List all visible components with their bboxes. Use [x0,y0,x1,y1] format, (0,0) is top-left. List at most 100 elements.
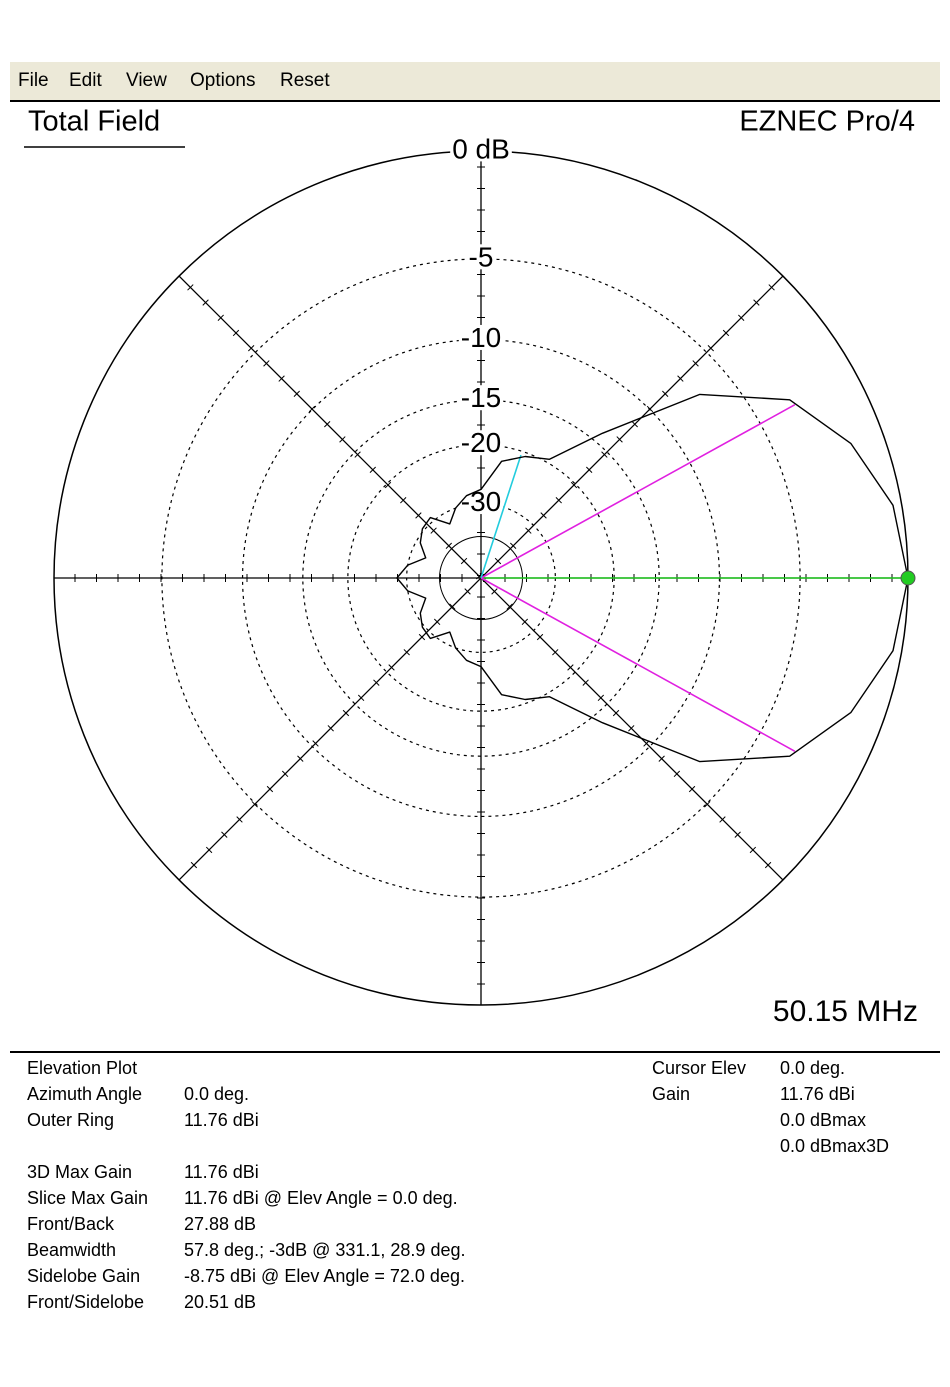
info-value: -8.75 dBi @ Elev Angle = 72.0 deg. [184,1266,465,1286]
spoke-tick [631,421,638,428]
spoke-tick [248,345,255,352]
spoke-tick [616,436,623,443]
spoke-tick [509,542,517,550]
spoke-tick [217,314,224,321]
spoke-tick [722,329,730,337]
menu-item[interactable]: Edit [69,70,102,91]
spoke-tick [357,694,365,702]
spoke-tick [190,861,198,869]
spoke-tick [707,345,714,352]
spoke-tick [662,390,669,397]
frequency: 50.15 MHz [773,995,918,1028]
ring-label-bg [458,324,504,350]
spoke-tick [688,785,696,793]
ring-label-bg [466,244,496,270]
cursor-dot [900,570,916,586]
spoke-tick [187,284,194,291]
cursor-value: 0.0 deg. [780,1058,846,1078]
info-heading: Elevation Plot [27,1058,138,1078]
info-label: Azimuth Angle [27,1084,143,1104]
spoke-tick [658,755,665,762]
spoke-tick [491,588,498,595]
spoke-tick [433,618,441,626]
spoke-tick [369,466,376,473]
spoke-tick [597,694,605,702]
spoke-tick [677,375,684,382]
info-label: Sidelobe Gain [27,1266,141,1286]
spoke-tick [612,709,620,717]
spoke-tick [297,755,304,762]
cursor-value: 0.0 dBmax3D [780,1136,890,1156]
spoke-tick [494,557,502,565]
spoke-tick [430,527,437,534]
spoke-tick [601,451,608,458]
spoke-tick [445,542,453,550]
spoke-tick [734,831,741,838]
spoke-tick [205,846,213,854]
spoke-tick [403,649,410,656]
spoke-tick [293,390,300,397]
spoke-tick [324,421,331,428]
spoke-tick [540,512,547,519]
cursor-label: Gain [652,1084,691,1104]
spoke-tick [764,861,772,869]
cursor-label: Cursor Elev [652,1058,747,1078]
ring-label-bg [458,489,504,515]
spoke-tick [552,649,559,656]
spoke-tick [628,725,635,732]
spoke-tick [521,618,529,626]
spoke-tick [749,846,757,854]
info-value: 27.88 dB [184,1214,257,1234]
marker-line [480,404,796,579]
info-value: 57.8 deg.; -3dB @ 331.1, 28.9 deg. [184,1240,466,1260]
spoke-tick [418,633,426,641]
info-label: Slice Max Gain [27,1188,149,1208]
spoke-tick [567,664,574,671]
spoke-tick [202,299,209,306]
info-label: Front/Back [27,1214,115,1234]
menu-bar: File Edit View Options Reset [10,62,940,102]
spoke-tick [263,360,270,367]
spoke-tick [464,588,471,595]
spoke-tick [476,573,483,580]
spoke-tick [673,770,681,778]
spoke-tick [339,436,346,443]
pattern-line [396,393,909,763]
spoke-tick [327,725,334,732]
spoke-tick [586,466,593,473]
cursor-value: 11.76 dBi [780,1084,855,1104]
spoke-tick [753,299,760,306]
spoke-tick [342,709,350,717]
marker-line [480,454,522,579]
menu-item[interactable]: Reset [280,70,330,91]
spoke-tick [388,664,395,671]
info-value: 11.76 dBi [184,1110,259,1130]
spoke-tick [232,329,240,337]
spoke-tick [582,679,589,686]
spoke-tick [236,816,243,823]
spoke-tick [278,375,285,382]
ring-label: 0 dB [452,133,510,164]
spoke-tick [449,603,456,610]
spoke-tick [704,801,711,808]
spoke-tick [536,633,544,641]
spoke-tick [251,801,258,808]
spoke-tick [506,603,513,610]
ring-label: -5 [469,241,494,272]
info-value: 20.51 dB [184,1292,257,1312]
info-label: 3D Max Gain [27,1162,133,1182]
info-label: Front/Sidelobe [27,1292,145,1312]
info-label: Beamwidth [27,1240,117,1260]
menu-item[interactable]: Options [190,70,256,91]
spoke-tick [384,481,392,489]
spoke-tick [692,360,699,367]
menu-item[interactable]: View [126,70,167,91]
spoke-tick [415,512,422,519]
spoke-tick [768,284,775,291]
spoke-tick [460,557,468,565]
menu-item[interactable]: File [18,70,49,91]
spoke-tick [525,527,532,534]
ring-label: -20 [461,427,501,458]
